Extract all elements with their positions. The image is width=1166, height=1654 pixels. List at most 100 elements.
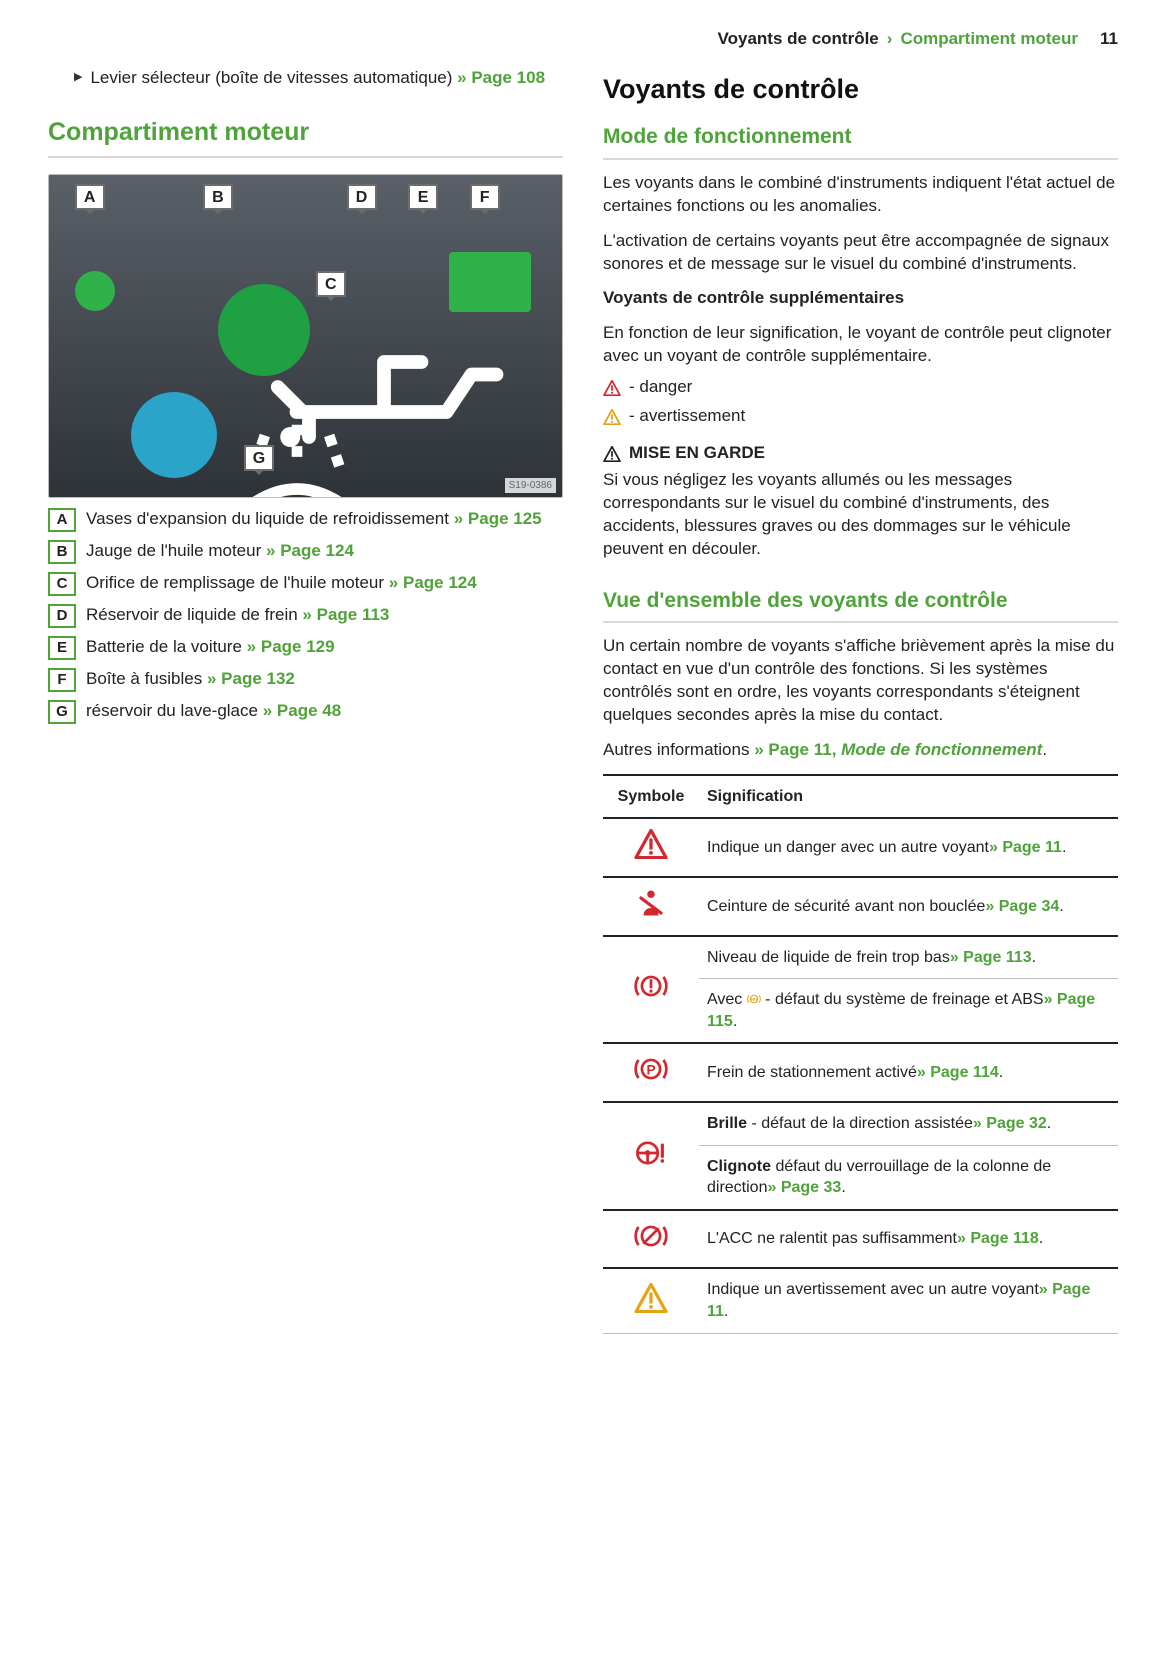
engine-figure: A B C D E F G S19-0386 [48, 174, 563, 499]
legend-text: Réservoir de liquide de frein » Page 113 [86, 604, 563, 627]
symbol-icon [634, 829, 668, 859]
row-link[interactable]: Page 113 [963, 949, 1032, 966]
row-link[interactable]: Page 115 [707, 991, 1095, 1030]
legend-key: C [48, 572, 76, 596]
symbol-cell [603, 818, 699, 877]
legend-row: A Vases d'expansion du liquide de refroid… [48, 508, 563, 532]
meaning-cell: Avec - défaut du système de freinage et … [699, 979, 1118, 1044]
legend-key: F [48, 668, 76, 692]
more-prefix: Autres informations [603, 740, 749, 759]
figure-legend: A Vases d'expansion du liquide de refroid… [48, 508, 563, 724]
warning-label: - avertissement [629, 405, 745, 428]
table-row: L'ACC ne ralentit pas suffisamment» Page… [603, 1210, 1118, 1269]
symbol-cell [603, 1210, 699, 1269]
overview-body: Un certain nombre de voyants s'affiche b… [603, 635, 1118, 727]
mode-p2: L'activation de certains voyants peut êt… [603, 230, 1118, 276]
warning-icon [603, 409, 621, 425]
legend-link[interactable]: Page 132 [221, 669, 295, 688]
meaning-cell: Brille - défaut de la direction assistée… [699, 1102, 1118, 1145]
caution-body: Si vous négligez les voyants allumés ou … [603, 469, 1118, 561]
bullet-marker: ▶ [74, 72, 82, 83]
row-link[interactable]: Page 11 [1002, 839, 1062, 856]
washer-callout [131, 392, 217, 478]
legend-text: Jauge de l'huile moteur » Page 124 [86, 540, 563, 563]
row-link[interactable]: Page 118 [970, 1230, 1039, 1247]
breadcrumb-sep: › [887, 28, 893, 51]
danger-icon [603, 380, 621, 396]
table-row: Ceinture de sécurité avant non bouclée» … [603, 877, 1118, 936]
legend-row: B Jauge de l'huile moteur » Page 124 [48, 540, 563, 564]
coolant-cap-graphic [75, 271, 115, 311]
more-link[interactable]: Page 11, Mode de fonctionnement [768, 740, 1042, 759]
row-link[interactable]: Page 11 [707, 1281, 1090, 1320]
caution-block: MISE EN GARDE Si vous négligez les voyan… [603, 442, 1118, 561]
selector-lever-link[interactable]: Page 108 [471, 68, 545, 87]
supp-danger: - danger [603, 376, 1118, 399]
symbol-icon [634, 888, 668, 918]
th-symbol: Symbole [603, 775, 699, 819]
meaning-cell: Clignote défaut du verrouillage de la co… [699, 1145, 1118, 1210]
breadcrumb-section: Compartiment moteur [900, 28, 1078, 51]
legend-link[interactable]: Page 129 [261, 637, 335, 656]
legend-row: FBoîte à fusibles » Page 132 [48, 668, 563, 692]
caution-title: MISE EN GARDE [629, 442, 765, 465]
mode-p1: Les voyants dans le combiné d'instrument… [603, 172, 1118, 218]
overview-heading: Vue d'ensemble des voyants de contrôle [603, 587, 1118, 623]
legend-key: B [48, 540, 76, 564]
fig-tag-g: G [244, 445, 274, 471]
table-row: Brille - défaut de la direction assistée… [603, 1102, 1118, 1145]
right-column: Voyants de contrôle Mode de fonctionneme… [603, 67, 1118, 1334]
table-row: Indique un avertissement avec un autre v… [603, 1268, 1118, 1333]
breadcrumb-main: Voyants de contrôle [718, 28, 879, 51]
table-row: Indique un danger avec un autre voyant» … [603, 818, 1118, 877]
legend-link[interactable]: Page 124 [403, 573, 477, 592]
symbol-icon [634, 971, 668, 1001]
link-sep: » [457, 68, 471, 87]
symbol-icon [634, 1054, 668, 1084]
legend-link[interactable]: Page 125 [468, 509, 542, 528]
legend-key: A [48, 508, 76, 532]
legend-text: Batterie de la voiture » Page 129 [86, 636, 563, 659]
legend-row: D Réservoir de liquide de frein » Page 11… [48, 604, 563, 628]
overview-more: Autres informations » Page 11, Mode de f… [603, 739, 1118, 762]
oil-callout [218, 284, 310, 376]
left-column: ▶ Levier sélecteur (boîte de vitesses au… [48, 67, 563, 1334]
legend-link[interactable]: Page 48 [277, 701, 341, 720]
symbol-cell [603, 1043, 699, 1102]
legend-key: D [48, 604, 76, 628]
legend-text: Orifice de remplissage de l'huile moteur… [86, 572, 563, 595]
battery-graphic [449, 252, 531, 312]
meaning-cell: Frein de stationnement activé» Page 114. [699, 1043, 1118, 1102]
legend-text: réservoir du lave-glace » Page 48 [86, 700, 563, 723]
supp-body: En fonction de leur signification, le vo… [603, 322, 1118, 368]
row-link[interactable]: Page 33 [781, 1179, 841, 1196]
page-number: 11 [1100, 28, 1118, 51]
row-link[interactable]: Page 32 [986, 1115, 1046, 1132]
selector-lever-text: Levier sélecteur (boîte de vitesses auto… [90, 67, 545, 90]
symbol-icon [634, 1283, 668, 1313]
legend-link[interactable]: Page 113 [317, 605, 390, 624]
selector-lever-bullet: ▶ Levier sélecteur (boîte de vitesses au… [48, 67, 563, 90]
link-sep: » [754, 740, 768, 759]
table-row: Niveau de liquide de frein trop bas» Pag… [603, 936, 1118, 979]
danger-label: - danger [629, 376, 692, 399]
symbol-cell [603, 877, 699, 936]
fig-tag-d: D [347, 184, 377, 210]
symbol-cell [603, 1102, 699, 1210]
fig-tag-b: B [203, 184, 233, 210]
legend-link[interactable]: Page 124 [280, 541, 354, 560]
fig-tag-e: E [408, 184, 438, 210]
meaning-cell: Indique un avertissement avec un autre v… [699, 1268, 1118, 1333]
fig-tag-c: C [316, 271, 346, 297]
warning-lights-heading: Voyants de contrôle [603, 71, 1118, 107]
supp-list: - danger - avertissement [603, 376, 1118, 428]
legend-key: E [48, 636, 76, 660]
symbol-table: Symbole Signification Indique un danger … [603, 774, 1118, 1334]
row-link[interactable]: Page 34 [999, 898, 1059, 915]
meaning-cell: Niveau de liquide de frein trop bas» Pag… [699, 936, 1118, 979]
meaning-cell: Ceinture de sécurité avant non bouclée» … [699, 877, 1118, 936]
row-link[interactable]: Page 114 [930, 1064, 999, 1081]
symbol-icon [634, 1221, 668, 1251]
meaning-cell: L'ACC ne ralentit pas suffisamment» Page… [699, 1210, 1118, 1269]
legend-text: Vases d'expansion du liquide de refroidi… [86, 508, 563, 531]
